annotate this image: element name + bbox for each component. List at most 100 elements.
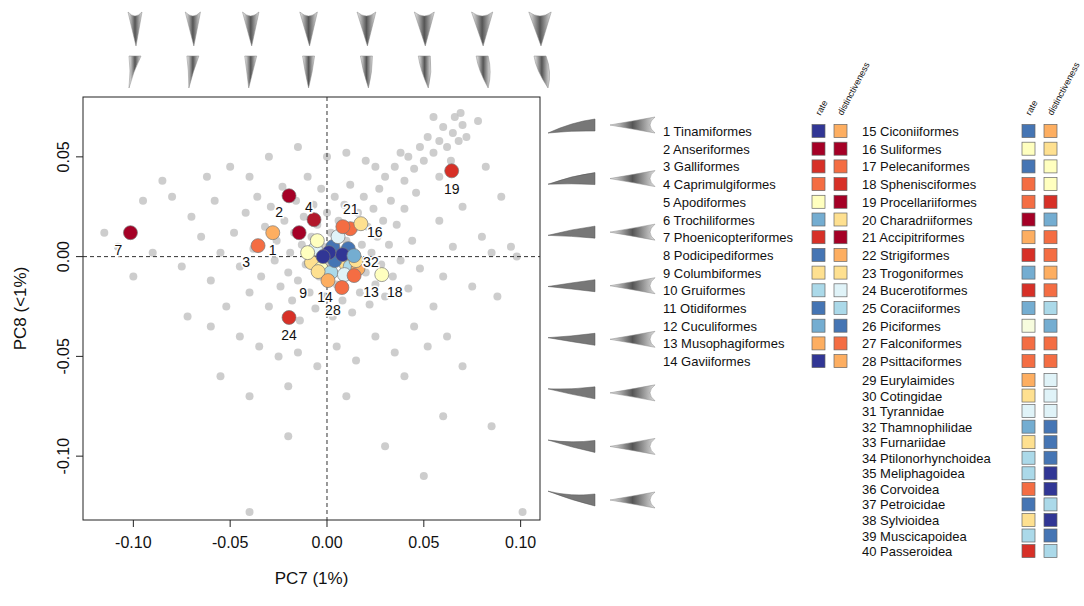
bill-icon: [610, 331, 655, 347]
point: [439, 273, 447, 281]
bill-icon: [610, 117, 655, 133]
point: [288, 297, 296, 305]
point: [429, 149, 437, 157]
legend-swatch: [1022, 545, 1035, 558]
legend-swatch: [1044, 125, 1057, 138]
legend-swatch: [1022, 248, 1035, 261]
point: [313, 362, 321, 370]
legend-label: 3 Galliformes: [663, 159, 740, 174]
legend-label: 8 Podicipediformes: [663, 248, 774, 263]
point: [360, 193, 368, 201]
point: [459, 121, 467, 129]
legend-label: 21 Accipitriformes: [862, 230, 965, 245]
legend-swatch: [1022, 436, 1035, 449]
legend-swatch: [1022, 451, 1035, 464]
point: [493, 293, 501, 301]
point: [416, 143, 424, 151]
bill-icon: [610, 385, 655, 401]
bill-icon: [610, 224, 655, 240]
point: [346, 181, 354, 189]
bill-icon: [418, 56, 431, 88]
point-label: 13: [363, 284, 379, 300]
legend-label: 9 Columbiformes: [663, 266, 762, 281]
y-tick-label: 0.05: [55, 141, 72, 172]
point: [412, 189, 420, 197]
point: [207, 322, 215, 330]
x-tick-label: 0.05: [408, 534, 439, 551]
bill-icon: [529, 12, 551, 46]
legend-swatch: [812, 319, 825, 332]
legend-swatch: [1044, 160, 1057, 173]
legend-swatch: [812, 160, 825, 173]
bill-icon: [548, 226, 595, 238]
legend-swatch: [1044, 266, 1057, 279]
legend-label: 28 Psittaciformes: [862, 354, 962, 369]
point: [286, 249, 294, 257]
point: [497, 193, 505, 201]
bill-icon: [472, 12, 493, 46]
point: [474, 117, 482, 125]
point: [375, 185, 383, 193]
point: [178, 263, 186, 271]
bill-icon: [610, 492, 655, 508]
clade-point: [316, 250, 330, 264]
point: [400, 177, 408, 185]
point: [348, 308, 356, 316]
clade-point: [292, 226, 306, 240]
legend-swatch: [812, 178, 825, 191]
point: [488, 249, 496, 257]
point-label: 7: [115, 242, 123, 258]
legend-label: 34 Ptilonorhynchoidea: [862, 451, 991, 466]
legend-column-head: distinctiveness: [835, 60, 872, 117]
point: [222, 303, 230, 311]
point: [265, 303, 273, 311]
point: [342, 149, 350, 157]
point: [255, 342, 263, 350]
legend-swatch: [1044, 513, 1057, 526]
clade-point: [445, 164, 459, 178]
point: [139, 197, 147, 205]
y-tick: [76, 256, 83, 257]
point: [397, 257, 405, 265]
clade-point: [301, 246, 315, 260]
point: [168, 193, 176, 201]
legend-swatch: [1022, 231, 1035, 244]
point: [410, 322, 418, 330]
legend-label: 24 Bucerotiformes: [862, 283, 968, 298]
legend-swatch: [1044, 436, 1057, 449]
point: [271, 257, 279, 265]
point: [387, 197, 395, 205]
legend-swatch: [1044, 405, 1057, 418]
legend-swatch: [834, 213, 847, 226]
legend-swatch: [1022, 513, 1035, 526]
bill-icon: [548, 440, 595, 452]
legend-swatch: [1044, 420, 1057, 433]
point: [449, 243, 457, 251]
point: [420, 472, 428, 480]
x-tick-label: 0.10: [505, 534, 536, 551]
point: [246, 173, 254, 181]
x-tick-label: -0.05: [212, 534, 249, 551]
bill-icon: [548, 333, 595, 345]
point: [404, 153, 412, 161]
x-tick: [520, 520, 521, 527]
legend: ratedistinctivenessratedistinctiveness1 …: [663, 60, 1082, 559]
point-label: 24: [281, 327, 297, 343]
x-tick: [326, 520, 327, 527]
bill-icon: [243, 12, 259, 46]
point: [478, 233, 486, 241]
point: [408, 237, 416, 245]
legend-swatch: [1022, 420, 1035, 433]
legend-label: 10 Gruiformes: [663, 283, 746, 298]
point: [424, 133, 432, 141]
legend-swatch: [1044, 545, 1057, 558]
legend-label: 25 Coraciiformes: [862, 301, 961, 316]
point: [468, 283, 476, 291]
x-tick: [423, 520, 424, 527]
point: [197, 233, 205, 241]
point: [462, 133, 470, 141]
legend-swatch: [1044, 231, 1057, 244]
y-tick-label: -0.10: [55, 438, 72, 475]
legend-label: 29 Eurylaimides: [862, 373, 955, 388]
point: [246, 392, 254, 400]
